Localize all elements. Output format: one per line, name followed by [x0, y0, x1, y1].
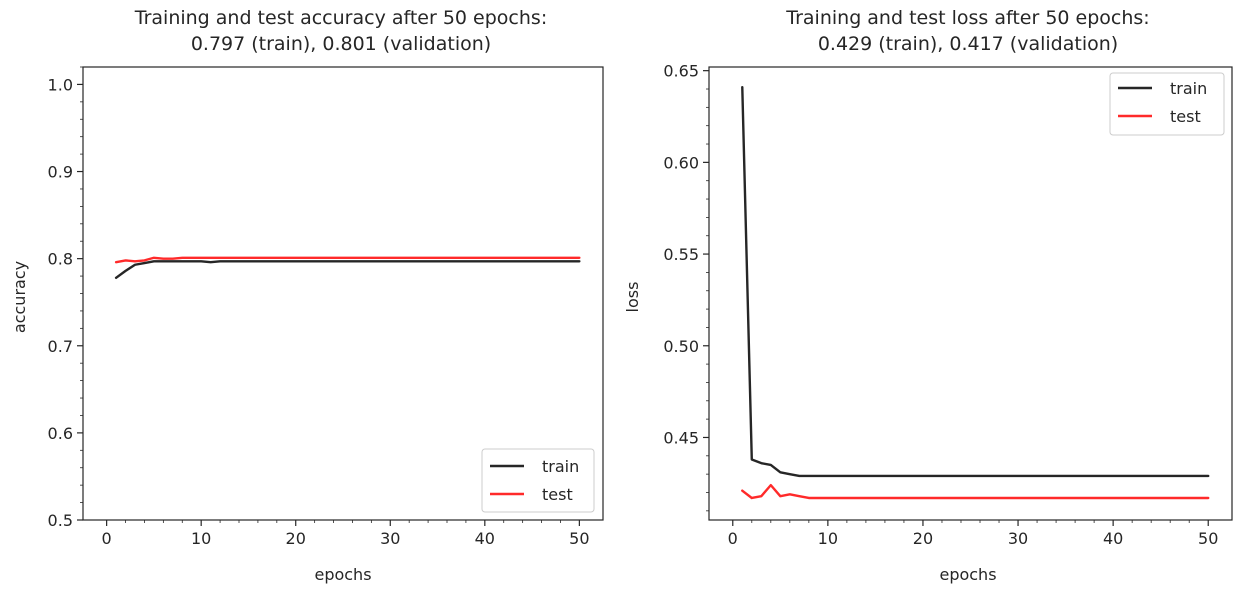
accuracy-series: [114, 256, 581, 280]
accuracy-legend: train test: [481, 448, 595, 513]
loss-y-tick-label-1: 0.50: [663, 337, 699, 356]
accuracy-series-train: [114, 260, 581, 280]
accuracy-y-tick-label-4: 0.9: [48, 163, 73, 182]
loss-y-tick-label-0: 0.45: [663, 428, 699, 447]
accuracy-x-tick-label-40: 40: [475, 529, 495, 548]
accuracy-x-tick-label-10: 10: [191, 529, 211, 548]
accuracy-y-tick-label-0: 0.5: [48, 511, 73, 530]
loss-y-tick-label-2: 0.55: [663, 245, 699, 264]
loss-x-tick-label-40: 40: [1103, 529, 1123, 548]
loss-legend-label-test: test: [1170, 107, 1201, 126]
accuracy-chart: Training and test accuracy after 50 epoc…: [10, 7, 604, 584]
accuracy-x-tick-label-20: 20: [286, 529, 306, 548]
loss-y-tick-label-4: 0.65: [663, 62, 699, 81]
loss-legend-label-train: train: [1170, 79, 1207, 98]
loss-x-tick-label-50: 50: [1198, 529, 1218, 548]
accuracy-legend-label-test: test: [542, 485, 573, 504]
loss-chart: Training and test loss after 50 epochs: …: [623, 7, 1233, 584]
accuracy-legend-label-train: train: [542, 457, 579, 476]
loss-plot-frame: [708, 66, 1233, 521]
accuracy-chart-title: Training and test accuracy after 50 epoc…: [134, 7, 547, 29]
accuracy-legend-box: [481, 448, 595, 513]
accuracy-series-test: [114, 256, 581, 264]
loss-x-tick-label-20: 20: [913, 529, 933, 548]
loss-chart-subtitle: 0.429 (train), 0.417 (validation): [818, 33, 1118, 55]
loss-series-train: [741, 85, 1210, 478]
accuracy-chart-subtitle: 0.797 (train), 0.801 (validation): [191, 33, 491, 55]
accuracy-ticks: 0 10 20 30 40 50 0.5 0.6 0.7 0.8 0.9 1.0: [48, 66, 590, 548]
accuracy-x-tick-label-30: 30: [380, 529, 400, 548]
accuracy-y-axis-label: accuracy: [10, 261, 29, 333]
accuracy-y-tick-label-5: 1.0: [48, 75, 73, 94]
accuracy-x-axis-label: epochs: [314, 565, 371, 584]
loss-x-tick-label-10: 10: [818, 529, 838, 548]
accuracy-plot-frame: [82, 66, 604, 521]
loss-chart-title: Training and test loss after 50 epochs:: [785, 7, 1149, 29]
loss-x-axis-label: epochs: [939, 565, 996, 584]
loss-x-tick-label-0: 0: [728, 529, 738, 548]
loss-y-tick-label-3: 0.60: [663, 153, 699, 172]
accuracy-y-tick-label-2: 0.7: [48, 337, 73, 356]
accuracy-y-tick-label-3: 0.8: [48, 250, 73, 269]
loss-series-test: [741, 483, 1210, 500]
accuracy-y-tick-label-1: 0.6: [48, 424, 73, 443]
accuracy-x-tick-label-0: 0: [102, 529, 112, 548]
loss-legend: train test: [1109, 72, 1225, 136]
loss-y-axis-label: loss: [623, 282, 642, 313]
loss-series: [741, 85, 1210, 500]
accuracy-x-tick-label-50: 50: [569, 529, 589, 548]
loss-x-tick-label-30: 30: [1008, 529, 1028, 548]
